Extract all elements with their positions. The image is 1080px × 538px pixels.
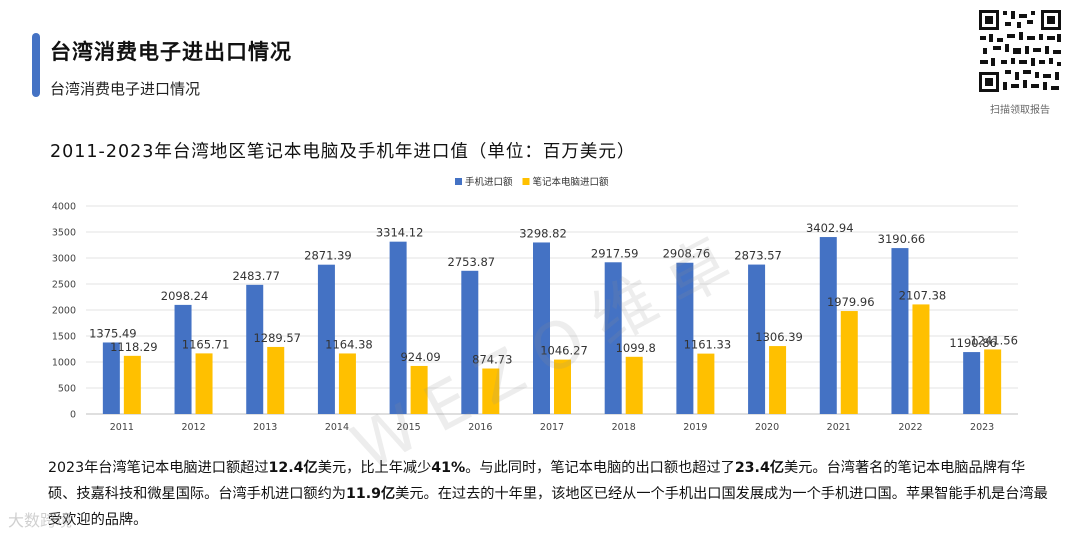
y-tick-label: 4000 [52,202,76,213]
laptop-import-bar [984,349,1002,414]
phone-value-label: 3402.94 [806,221,854,235]
summary-part-5: 美元。在过去的十年里，该地区已经从一个手机出口国发展成为一个手机进口国。苹果智能… [48,486,1048,528]
phone-import-bar [389,241,407,414]
y-tick-label: 3500 [52,228,76,239]
laptop-import-bar [267,346,285,414]
summary-part-2: 美元，比上年减少 [317,460,432,476]
x-tick-label: 2015 [397,422,421,433]
x-tick-label: 2023 [970,422,994,433]
laptop-value-label: 1164.38 [325,337,373,351]
laptop-value-label: 1046.27 [540,344,588,358]
phone-value-label: 3298.82 [519,226,567,240]
phone-import-bar [461,270,479,414]
phone-value-label: 1190.86 [949,336,997,350]
phone-import-bar [317,264,335,414]
y-tick-label: 0 [70,410,76,421]
legend-swatch [455,178,462,185]
laptop-value-label: 1118.29 [110,340,158,354]
laptop-value-label: 1161.33 [684,338,732,352]
phone-import-bar [819,237,837,414]
laptop-value-label: 1165.71 [182,337,230,351]
legend-swatch [522,178,530,185]
summary-part-4: 美元。台湾著名的笔记本电脑品牌有华硕、技嘉科技和微星国际。台湾手机进口额约为 [48,460,1026,502]
laptop-import-bar [410,365,428,414]
phone-import-bar [891,248,909,414]
phone-import-bar [604,262,622,414]
phone-value-label: 2871.39 [304,249,352,263]
phone-import-bar [102,342,120,414]
laptop-import-bar [482,368,500,414]
summary-highlight-3: 23.4亿 [734,460,785,476]
summary-highlight-1: 12.4亿 [268,460,318,476]
qr-code-icon[interactable] [977,8,1063,94]
y-tick-label: 3000 [52,254,76,265]
laptop-import-bar [769,346,787,414]
bar-chart: 050010001500200025003000350040001375.491… [52,176,1018,433]
phone-value-label: 3190.66 [878,232,926,246]
laptop-value-label: 1241.56 [970,333,1018,347]
phone-value-label: 2908.76 [663,247,711,261]
laptop-import-bar [912,304,930,414]
laptop-value-label: 874.73 [472,353,512,367]
phone-value-label: 1375.49 [89,326,137,340]
summary-part-3: 。与此同时，笔记本电脑的出口额也超过了 [465,460,735,476]
phone-value-label: 2917.59 [591,246,639,260]
phone-import-bar [676,262,694,414]
x-tick-label: 2021 [827,422,851,433]
phone-import-bar [533,242,550,414]
page-subtitle: 台湾消费电子进口情况 [50,80,201,98]
y-tick-label: 2500 [52,280,76,291]
x-tick-label: 2019 [683,422,707,433]
laptop-import-bar [697,353,715,414]
bottom-logo: 大数跨境 [8,511,73,530]
x-tick-label: 2012 [181,422,205,433]
laptop-import-bar [338,353,356,414]
y-tick-label: 1000 [52,358,76,369]
phone-import-bar [963,352,981,414]
laptop-import-bar [625,356,643,414]
laptop-value-label: 2107.38 [899,288,947,302]
x-tick-label: 2016 [468,422,492,433]
phone-import-bar [748,264,766,414]
summary-highlight-4: 11.9亿 [345,486,396,502]
x-tick-label: 2011 [110,422,134,433]
summary-part-1: 2023年台湾笔记本电脑进口额超过 [48,460,269,476]
summary-text: 2023年台湾笔记本电脑进口额超过12.4亿美元，比上年减少41%。与此同时，笔… [48,455,1048,533]
phone-value-label: 2483.77 [232,269,280,283]
phone-value-label: 2753.87 [448,255,496,269]
laptop-import-bar [123,355,141,414]
phone-import-bar [246,284,264,414]
y-tick-label: 1500 [52,332,76,343]
laptop-value-label: 1306.39 [755,330,803,344]
laptop-import-bar [195,353,213,414]
phone-value-label: 2873.57 [734,249,782,263]
x-tick-label: 2014 [325,422,349,433]
y-tick-label: 2000 [52,306,76,317]
qr-caption: 扫描领取报告 [990,105,1050,116]
x-tick-label: 2018 [612,422,636,433]
laptop-import-bar [554,359,571,414]
x-tick-label: 2013 [253,422,277,433]
legend-label: 笔记本电脑进口额 [533,176,610,188]
chart-title: 2011-2023年台湾地区笔记本电脑及手机年进口值（单位：百万美元） [50,142,636,162]
x-tick-label: 2022 [898,422,922,433]
legend-label: 手机进口额 [465,176,513,188]
title-accent-bar [32,33,40,97]
phone-import-bar [174,304,192,414]
laptop-value-label: 1979.96 [827,295,875,309]
phone-value-label: 3314.12 [376,226,424,240]
laptop-value-label: 1099.8 [616,341,656,355]
y-tick-label: 500 [58,384,76,395]
laptop-value-label: 924.09 [400,350,440,364]
laptop-import-bar [840,311,858,414]
laptop-value-label: 1289.57 [253,331,301,345]
page-title: 台湾消费电子进出口情况 [50,40,292,64]
phone-value-label: 2098.24 [161,289,209,303]
summary-highlight-2: 41% [431,460,466,476]
x-tick-label: 2017 [540,422,564,433]
x-tick-label: 2020 [755,422,779,433]
